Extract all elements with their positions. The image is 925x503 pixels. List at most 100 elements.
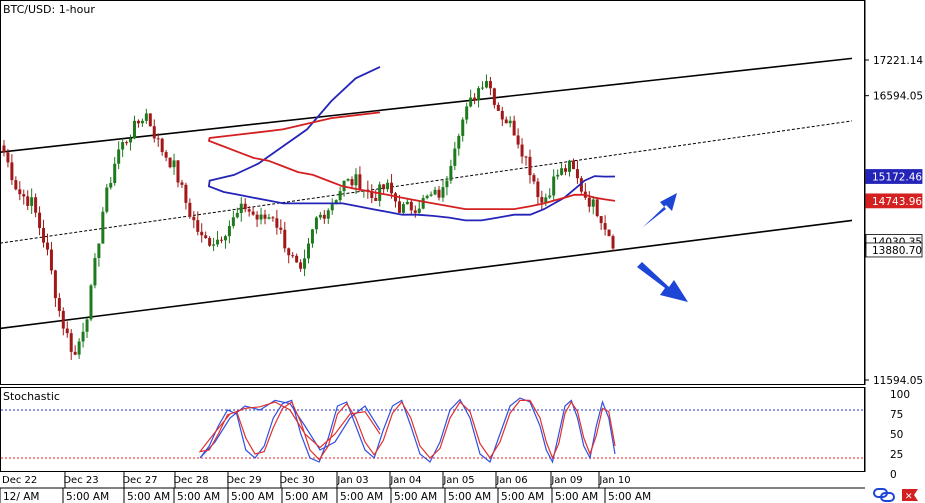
- stochastic-ticks: 100 75 50 25 0: [890, 389, 910, 481]
- candle-body: [564, 168, 568, 172]
- candle-body: [477, 88, 481, 101]
- candle-body: [441, 187, 445, 198]
- candle-body: [125, 142, 129, 144]
- down-arrow: [637, 262, 688, 302]
- candle-body: [496, 104, 500, 111]
- candle-body: [437, 189, 441, 198]
- candle-body: [10, 162, 14, 181]
- candle-body: [524, 156, 528, 158]
- price-pane[interactable]: BTC/USD: 1-hour: [0, 0, 865, 385]
- price-axis: 17221.14 16594.05 11594.05 15172.46 14743.9…: [864, 0, 923, 387]
- time-label: 12/ AM: [3, 491, 39, 503]
- date-label: Jan 05: [442, 475, 474, 486]
- candle-body: [354, 174, 358, 186]
- sma-fast-tag-box: [865, 169, 923, 184]
- time-label: 5:00 AM: [177, 491, 220, 503]
- date-label: Dec 27: [122, 475, 157, 486]
- candle-body: [397, 201, 401, 213]
- candle-body: [536, 181, 540, 198]
- sma-slow-tag: 14743.96: [865, 193, 922, 209]
- chart-status-icons: ✕: [873, 488, 918, 502]
- close-chart-icon[interactable]: ✕: [902, 489, 918, 502]
- candle-body: [318, 214, 322, 218]
- candle-body: [544, 197, 548, 203]
- candle-body: [223, 236, 227, 241]
- stoch-d-line: [198, 399, 616, 461]
- candle-body: [216, 239, 220, 245]
- link-icon-ring-b: [880, 492, 895, 502]
- candle-body: [101, 211, 105, 244]
- candle-body: [401, 204, 405, 213]
- time-label: 5:00 AM: [501, 491, 544, 503]
- candle-body: [314, 217, 318, 230]
- channel-lower-line: [0, 219, 853, 330]
- date-label: Jan 09: [550, 475, 582, 486]
- candle-body: [65, 328, 69, 334]
- candle-body: [97, 243, 101, 258]
- candle-body: [405, 201, 409, 205]
- candle-body: [571, 160, 575, 170]
- candle-body: [172, 160, 176, 168]
- date-label: Dec 28: [173, 475, 208, 486]
- candle-body: [22, 194, 26, 197]
- bid-price-tag-label: 13880.70: [872, 245, 922, 257]
- candle-body: [160, 138, 164, 153]
- time-axis: Dec 23 Dec 27 Dec 28 Dec 29 Dec 30 Jan 03 Jan …: [0, 472, 865, 503]
- candle-body: [231, 217, 235, 227]
- candle-body: [144, 113, 148, 121]
- stochastic-axis: 100 75 50 25 0: [864, 387, 910, 481]
- candle-body: [484, 81, 488, 88]
- stoch-k-line: [199, 397, 616, 464]
- candle-body: [575, 169, 579, 179]
- candle-body: [528, 156, 532, 176]
- candle-body: [548, 195, 552, 198]
- candle-body: [532, 175, 536, 182]
- time-label: 5:00 AM: [448, 491, 491, 503]
- stochastic-pane[interactable]: Stochastic: [0, 387, 865, 472]
- channel-middle-line: [0, 120, 853, 244]
- ma-slow-line: [207, 111, 616, 211]
- candle-body: [109, 183, 113, 188]
- stochastic-pane-border: [0, 387, 865, 472]
- date-label: Dec 29: [226, 475, 261, 486]
- candle-body: [457, 135, 461, 149]
- candle-body: [243, 203, 247, 210]
- candle-body: [30, 197, 34, 206]
- price-tick-label: 17221.14: [873, 55, 923, 67]
- close-chart-flag: [902, 489, 918, 501]
- candle-body: [607, 229, 611, 237]
- date-label: Jan 10: [598, 475, 630, 486]
- candle-body: [93, 257, 97, 286]
- candle-body: [129, 138, 133, 143]
- candle-body: [18, 189, 22, 195]
- candle-body: [287, 248, 291, 256]
- candle-body: [461, 119, 465, 136]
- candle-body: [105, 187, 109, 212]
- candle-body: [358, 174, 362, 191]
- candle-body: [350, 179, 354, 186]
- candle-body: [299, 262, 303, 269]
- stochastic-tick-label: 50: [890, 429, 903, 441]
- bid-price-tag: 13880.70: [865, 242, 923, 258]
- candle-body: [591, 199, 595, 207]
- chart-title: BTC/USD: 1-hour: [3, 3, 95, 16]
- link-icon[interactable]: [873, 488, 895, 502]
- candle-body: [69, 333, 73, 352]
- candle-body: [192, 216, 196, 221]
- candle-body: [568, 160, 572, 172]
- price-ticks: 17221.14 16594.05 11594.05: [865, 55, 923, 387]
- candle-body: [89, 285, 93, 320]
- candle-body: [374, 198, 378, 201]
- candle-body: [271, 217, 275, 219]
- candle-body: [295, 255, 299, 263]
- time-date-labels: Dec 23 Dec 27 Dec 28 Dec 29 Dec 30 Jan 03 Jan …: [63, 472, 631, 488]
- candle-body: [121, 142, 125, 150]
- candle-body: [560, 168, 564, 175]
- candle-body: [303, 258, 307, 269]
- candle-body: [239, 203, 243, 214]
- ma-fast-line: [207, 66, 616, 222]
- candle-body: [445, 180, 449, 188]
- candle-body: [390, 182, 394, 194]
